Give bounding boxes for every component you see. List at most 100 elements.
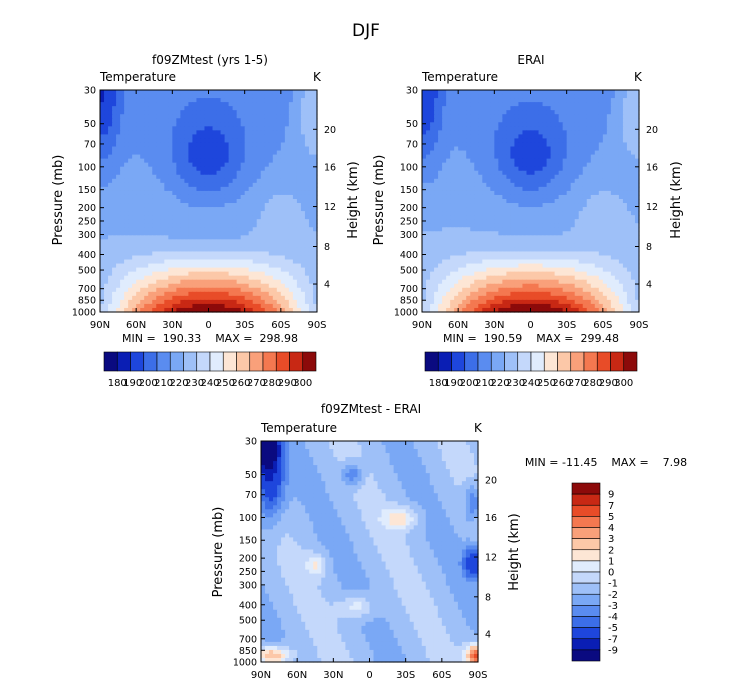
field-cell: [502, 182, 507, 188]
field-cell: [196, 174, 202, 180]
field-cell: [148, 255, 153, 261]
field-cell: [236, 251, 242, 257]
field-cell: [208, 307, 214, 313]
field-cell: [260, 174, 266, 180]
field-cell: [292, 227, 298, 232]
field-cell: [244, 291, 250, 297]
field-cell: [148, 287, 153, 293]
field-cell: [442, 178, 447, 184]
field-cell: [156, 251, 161, 257]
field-cell: [164, 279, 169, 285]
field-cell: [280, 219, 286, 224]
field-cell: [240, 275, 246, 281]
field-cell: [100, 263, 105, 269]
field-cell: [578, 207, 584, 212]
field-cell: [430, 162, 435, 168]
field-cell: [224, 110, 230, 115]
field-cell: [192, 94, 198, 99]
field-cell: [554, 182, 560, 188]
field-cell: [136, 255, 141, 261]
field-cell: [506, 150, 512, 156]
field-cell: [498, 158, 503, 164]
field-cell: [148, 239, 153, 244]
field-cell: [566, 194, 572, 200]
field-cell: [470, 98, 475, 103]
field-cell: [248, 174, 254, 180]
field-cell: [140, 267, 145, 273]
field-cell: [510, 90, 516, 95]
field-cell: [470, 150, 475, 156]
field-cell: [216, 174, 222, 180]
field-cell: [152, 259, 157, 265]
field-cell: [264, 146, 270, 152]
field-cell: [236, 255, 242, 261]
field-cell: [450, 198, 455, 204]
field-cell: [176, 239, 181, 244]
field-cell: [208, 243, 214, 249]
field-cell: [438, 231, 443, 236]
field-cell: [196, 178, 202, 184]
field-cell: [136, 207, 141, 212]
field-cell: [602, 126, 608, 131]
field-cell: [426, 186, 431, 192]
field-cell: [610, 150, 616, 156]
field-cell: [220, 279, 226, 285]
field-cell: [478, 114, 483, 119]
field-cell: [220, 130, 226, 135]
field-cell: [232, 134, 238, 140]
field-cell: [240, 138, 246, 144]
field-cell: [590, 219, 596, 224]
field-cell: [152, 227, 157, 232]
field-cell: [442, 198, 447, 204]
field-cell: [184, 126, 190, 131]
field-cell: [478, 90, 483, 95]
field-cell: [192, 303, 198, 309]
field-cell: [538, 98, 544, 103]
field-cell: [172, 182, 177, 188]
field-cell: [610, 182, 616, 188]
field-cell: [312, 239, 318, 244]
field-cell: [622, 114, 628, 119]
field-cell: [284, 106, 290, 111]
field-cell: [180, 295, 185, 301]
field-cell: [626, 130, 632, 135]
field-cell: [144, 170, 149, 176]
field-cell: [300, 186, 306, 192]
field-cell: [550, 215, 556, 220]
field-cell: [292, 142, 298, 148]
field-cell: [490, 174, 495, 180]
field-cell: [594, 122, 600, 127]
field-cell: [184, 122, 190, 127]
field-cell: [610, 114, 616, 119]
field-cell: [208, 287, 214, 293]
field-cell: [312, 142, 318, 148]
field-cell: [550, 198, 556, 204]
field-cell: [494, 219, 499, 224]
field-cell: [582, 98, 588, 103]
field-cell: [256, 247, 262, 253]
field-cell: [240, 154, 246, 160]
field-cell: [272, 251, 278, 257]
field-cell: [228, 271, 234, 277]
field-cell: [272, 239, 278, 244]
field-cell: [104, 134, 109, 140]
field-cell: [248, 307, 254, 313]
field-cell: [156, 114, 161, 119]
field-cell: [514, 122, 520, 127]
field-cell: [164, 307, 169, 313]
field-cell: [184, 251, 190, 257]
field-cell: [586, 174, 592, 180]
field-cell: [558, 182, 564, 188]
field-cell: [534, 203, 540, 208]
field-cell: [422, 142, 427, 148]
field-cell: [116, 158, 121, 164]
field-cell: [578, 102, 584, 107]
field-cell: [482, 118, 487, 123]
field-cell: [530, 98, 536, 103]
field-cell: [530, 231, 536, 236]
field-cell: [276, 247, 282, 253]
field-cell: [466, 178, 471, 184]
field-cell: [204, 255, 210, 261]
field-cell: [132, 130, 137, 135]
field-cell: [128, 231, 133, 236]
